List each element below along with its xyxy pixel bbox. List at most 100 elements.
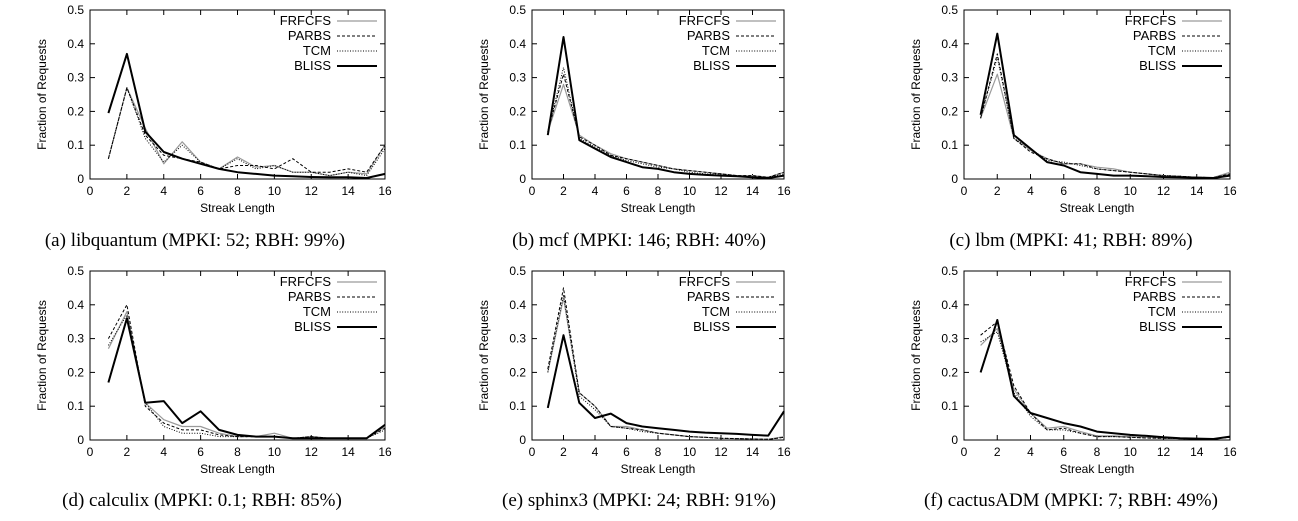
x-tick-label: 6: [197, 184, 204, 198]
y-tick-label: 0.3: [941, 71, 958, 85]
x-tick-label: 4: [592, 445, 599, 459]
y-tick-label: 0.2: [509, 104, 526, 118]
x-tick-label: 14: [746, 445, 760, 459]
x-axis-label: Streak Length: [1060, 462, 1135, 476]
y-axis-label: Fraction of Requests: [477, 39, 491, 150]
subfigure-caption: (a) libquantum (MPKI: 52; RBH: 99%): [45, 230, 345, 251]
legend-label: BLISS: [1139, 58, 1176, 73]
series-line-frfcfs: [107, 311, 386, 439]
chart-panel-4: 0 0.1 0.2 0.3 0.4 0.5 0 2 4 6 8 10 12 14 16 Streak Leng…: [35, 264, 392, 511]
x-tick-label: 14: [341, 445, 355, 459]
y-tick-label: 0.1: [509, 399, 526, 413]
x-tick-label: 8: [1094, 445, 1101, 459]
series-line-tcm: [107, 87, 386, 177]
y-tick-label: 0.4: [67, 298, 84, 312]
y-tick-label: 0: [77, 433, 84, 447]
y-axis-label: Fraction of Requests: [35, 300, 49, 411]
x-tick-label: 6: [197, 445, 204, 459]
y-tick-label: 0.2: [67, 104, 84, 118]
x-tick-label: 2: [560, 445, 567, 459]
y-tick-label: 0: [77, 172, 84, 186]
y-tick-label: 0.3: [509, 332, 526, 346]
series-line-frfcfs: [547, 297, 785, 440]
x-tick-label: 2: [124, 184, 131, 198]
subfigure-caption: (d) calculix (MPKI: 0.1; RBH: 85%): [62, 490, 342, 511]
x-tick-label: 0: [961, 445, 968, 459]
legend-label: FRFCFS: [1125, 274, 1177, 289]
y-tick-label: 0.2: [941, 104, 958, 118]
legend-label: TCM: [702, 43, 730, 58]
legend-label: TCM: [1148, 304, 1176, 319]
x-tick-label: 14: [341, 184, 355, 198]
y-tick-label: 0.3: [67, 71, 84, 85]
x-tick-label: 12: [714, 445, 728, 459]
x-tick-label: 8: [234, 184, 241, 198]
legend-label: FRFCFS: [679, 13, 731, 28]
legend-label: BLISS: [294, 58, 331, 73]
subfigure-caption: (c) lbm (MPKI: 41; RBH: 89%): [949, 230, 1192, 251]
series-line-frfcfs: [980, 327, 1231, 440]
y-tick-label: 0.4: [941, 37, 958, 51]
series-line-bliss: [107, 52, 386, 179]
y-tick-label: 0.4: [509, 37, 526, 51]
series-line-parbs: [547, 73, 785, 178]
x-axis-label: Streak Length: [200, 201, 275, 215]
x-tick-label: 14: [746, 184, 760, 198]
y-tick-label: 0: [951, 172, 958, 186]
y-tick-label: 0.1: [941, 399, 958, 413]
y-tick-label: 0.2: [509, 365, 526, 379]
x-tick-label: 8: [234, 445, 241, 459]
series-line-tcm: [107, 314, 386, 439]
x-tick-label: 16: [1223, 445, 1237, 459]
x-tick-label: 8: [655, 184, 662, 198]
x-tick-label: 2: [994, 184, 1001, 198]
x-tick-label: 4: [1027, 445, 1034, 459]
subfigure-caption: (b) mcf (MPKI: 146; RBH: 40%): [512, 230, 766, 251]
y-tick-label: 0.2: [941, 365, 958, 379]
x-tick-label: 4: [160, 184, 167, 198]
chart-panel-1: 0 0.1 0.2 0.3 0.4 0.5 0 2 4 6 8 10 12 14 16 Streak Leng…: [35, 3, 392, 251]
plot-frame: [89, 9, 386, 180]
y-tick-label: 0.5: [509, 264, 526, 278]
series-line-bliss: [107, 317, 386, 440]
legend-label: FRFCFS: [679, 274, 731, 289]
y-tick-label: 0.1: [67, 399, 84, 413]
x-tick-label: 6: [623, 184, 630, 198]
x-tick-label: 2: [124, 445, 131, 459]
series-line-parbs: [980, 321, 1231, 440]
y-tick-label: 0: [519, 172, 526, 186]
series-line-tcm: [547, 67, 785, 178]
legend-label: PARBS: [1133, 289, 1176, 304]
y-tick-label: 0.3: [941, 332, 958, 346]
series-line-bliss: [546, 36, 785, 179]
plot-frame: [963, 9, 1231, 180]
legend-label: TCM: [303, 43, 331, 58]
legend-label: FRFCFS: [280, 13, 332, 28]
x-tick-label: 14: [1190, 445, 1204, 459]
x-tick-label: 10: [1124, 445, 1138, 459]
x-tick-label: 14: [1190, 184, 1204, 198]
x-tick-label: 10: [1124, 184, 1138, 198]
series-line-bliss: [979, 32, 1231, 179]
x-tick-label: 2: [994, 445, 1001, 459]
x-tick-label: 12: [1157, 445, 1171, 459]
x-tick-label: 4: [592, 184, 599, 198]
y-tick-label: 0.4: [509, 298, 526, 312]
y-tick-label: 0.5: [941, 264, 958, 278]
series-line-frfcfs: [107, 87, 386, 177]
y-tick-label: 0.5: [941, 3, 958, 17]
y-axis-label: Fraction of Requests: [909, 300, 923, 411]
x-axis-label: Streak Length: [200, 462, 275, 476]
chart-panel-6: 0 0.1 0.2 0.3 0.4 0.5 0 2 4 6 8 10 12 14 16 Streak Leng…: [909, 264, 1237, 511]
x-tick-label: 16: [378, 445, 392, 459]
x-tick-label: 4: [1027, 184, 1034, 198]
x-tick-label: 10: [268, 184, 282, 198]
series-line-parbs: [107, 304, 386, 439]
legend-label: BLISS: [1139, 319, 1176, 334]
x-tick-label: 12: [1157, 184, 1171, 198]
y-axis-label: Fraction of Requests: [477, 300, 491, 411]
legend-label: FRFCFS: [1125, 13, 1177, 28]
x-tick-label: 16: [777, 445, 791, 459]
legend-label: TCM: [702, 304, 730, 319]
